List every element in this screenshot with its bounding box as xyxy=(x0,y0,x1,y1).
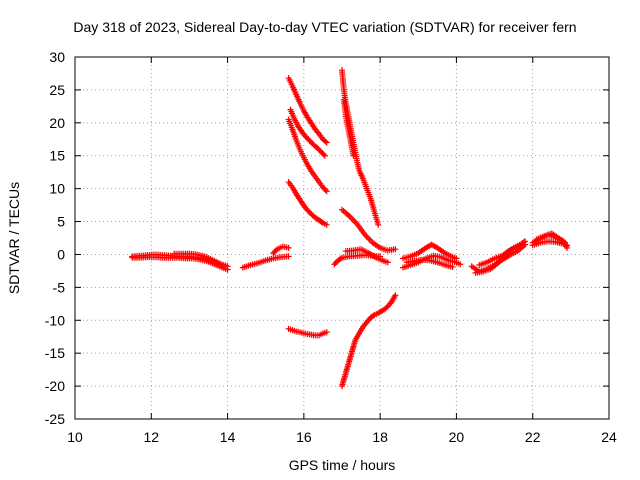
data-point xyxy=(337,255,344,262)
data-point xyxy=(322,138,329,145)
y-tick-label: -20 xyxy=(45,378,65,394)
data-point xyxy=(323,188,330,195)
x-tick-label: 18 xyxy=(372,429,388,445)
data-point xyxy=(392,292,399,299)
data-point xyxy=(520,239,527,246)
y-tick-label: 10 xyxy=(49,181,65,197)
y-tick-label: 15 xyxy=(49,148,65,164)
data-point xyxy=(323,329,330,336)
x-tick-label: 14 xyxy=(220,429,236,445)
data-point xyxy=(392,246,399,253)
data-point xyxy=(522,238,529,245)
data-point xyxy=(323,221,330,228)
y-tick-label: -25 xyxy=(45,411,65,427)
data-point xyxy=(321,152,328,159)
data-point xyxy=(224,266,231,273)
data-point xyxy=(323,139,330,146)
data-point xyxy=(322,186,329,193)
y-tick-label: 20 xyxy=(49,115,65,131)
x-axis-label: GPS time / hours xyxy=(289,457,396,473)
y-axis-label: SDTVAR / TECUs xyxy=(6,182,22,294)
data-point xyxy=(272,247,279,254)
y-tick-label: 0 xyxy=(57,246,65,262)
data-point xyxy=(285,244,292,251)
y-tick-label: 30 xyxy=(49,49,65,65)
chart-title: Day 318 of 2023, Sidereal Day-to-day VTE… xyxy=(73,19,576,35)
data-point xyxy=(562,239,569,246)
data-point xyxy=(370,312,377,319)
plot-frame xyxy=(74,56,610,420)
data-point xyxy=(514,243,521,250)
data-point xyxy=(350,152,357,159)
data-point xyxy=(320,151,327,158)
y-tick-label: 25 xyxy=(49,82,65,98)
x-tick-label: 22 xyxy=(525,429,541,445)
data-point xyxy=(457,261,464,268)
data-points xyxy=(129,67,571,390)
data-point xyxy=(449,263,456,270)
x-tick-label: 10 xyxy=(67,429,83,445)
y-tick-label: -10 xyxy=(45,312,65,328)
data-point xyxy=(453,255,460,262)
y-tick-label: -15 xyxy=(45,345,65,361)
y-tick-label: 5 xyxy=(57,214,65,230)
x-tick-label: 16 xyxy=(296,429,312,445)
axis-ticks: 10 12 14 16 18 20 22 24 -25 -20 -15 -10 -5 0 5 10 15 20 25… xyxy=(45,49,617,445)
x-tick-label: 20 xyxy=(449,429,465,445)
x-tick-label: 12 xyxy=(143,429,159,445)
data-point xyxy=(384,259,391,266)
data-point xyxy=(216,260,223,267)
data-point xyxy=(318,218,325,225)
x-tick-label: 24 xyxy=(601,429,617,445)
y-tick-label: -5 xyxy=(53,279,66,295)
grid-lines xyxy=(75,57,609,419)
data-point xyxy=(285,253,292,260)
data-point xyxy=(375,221,382,228)
